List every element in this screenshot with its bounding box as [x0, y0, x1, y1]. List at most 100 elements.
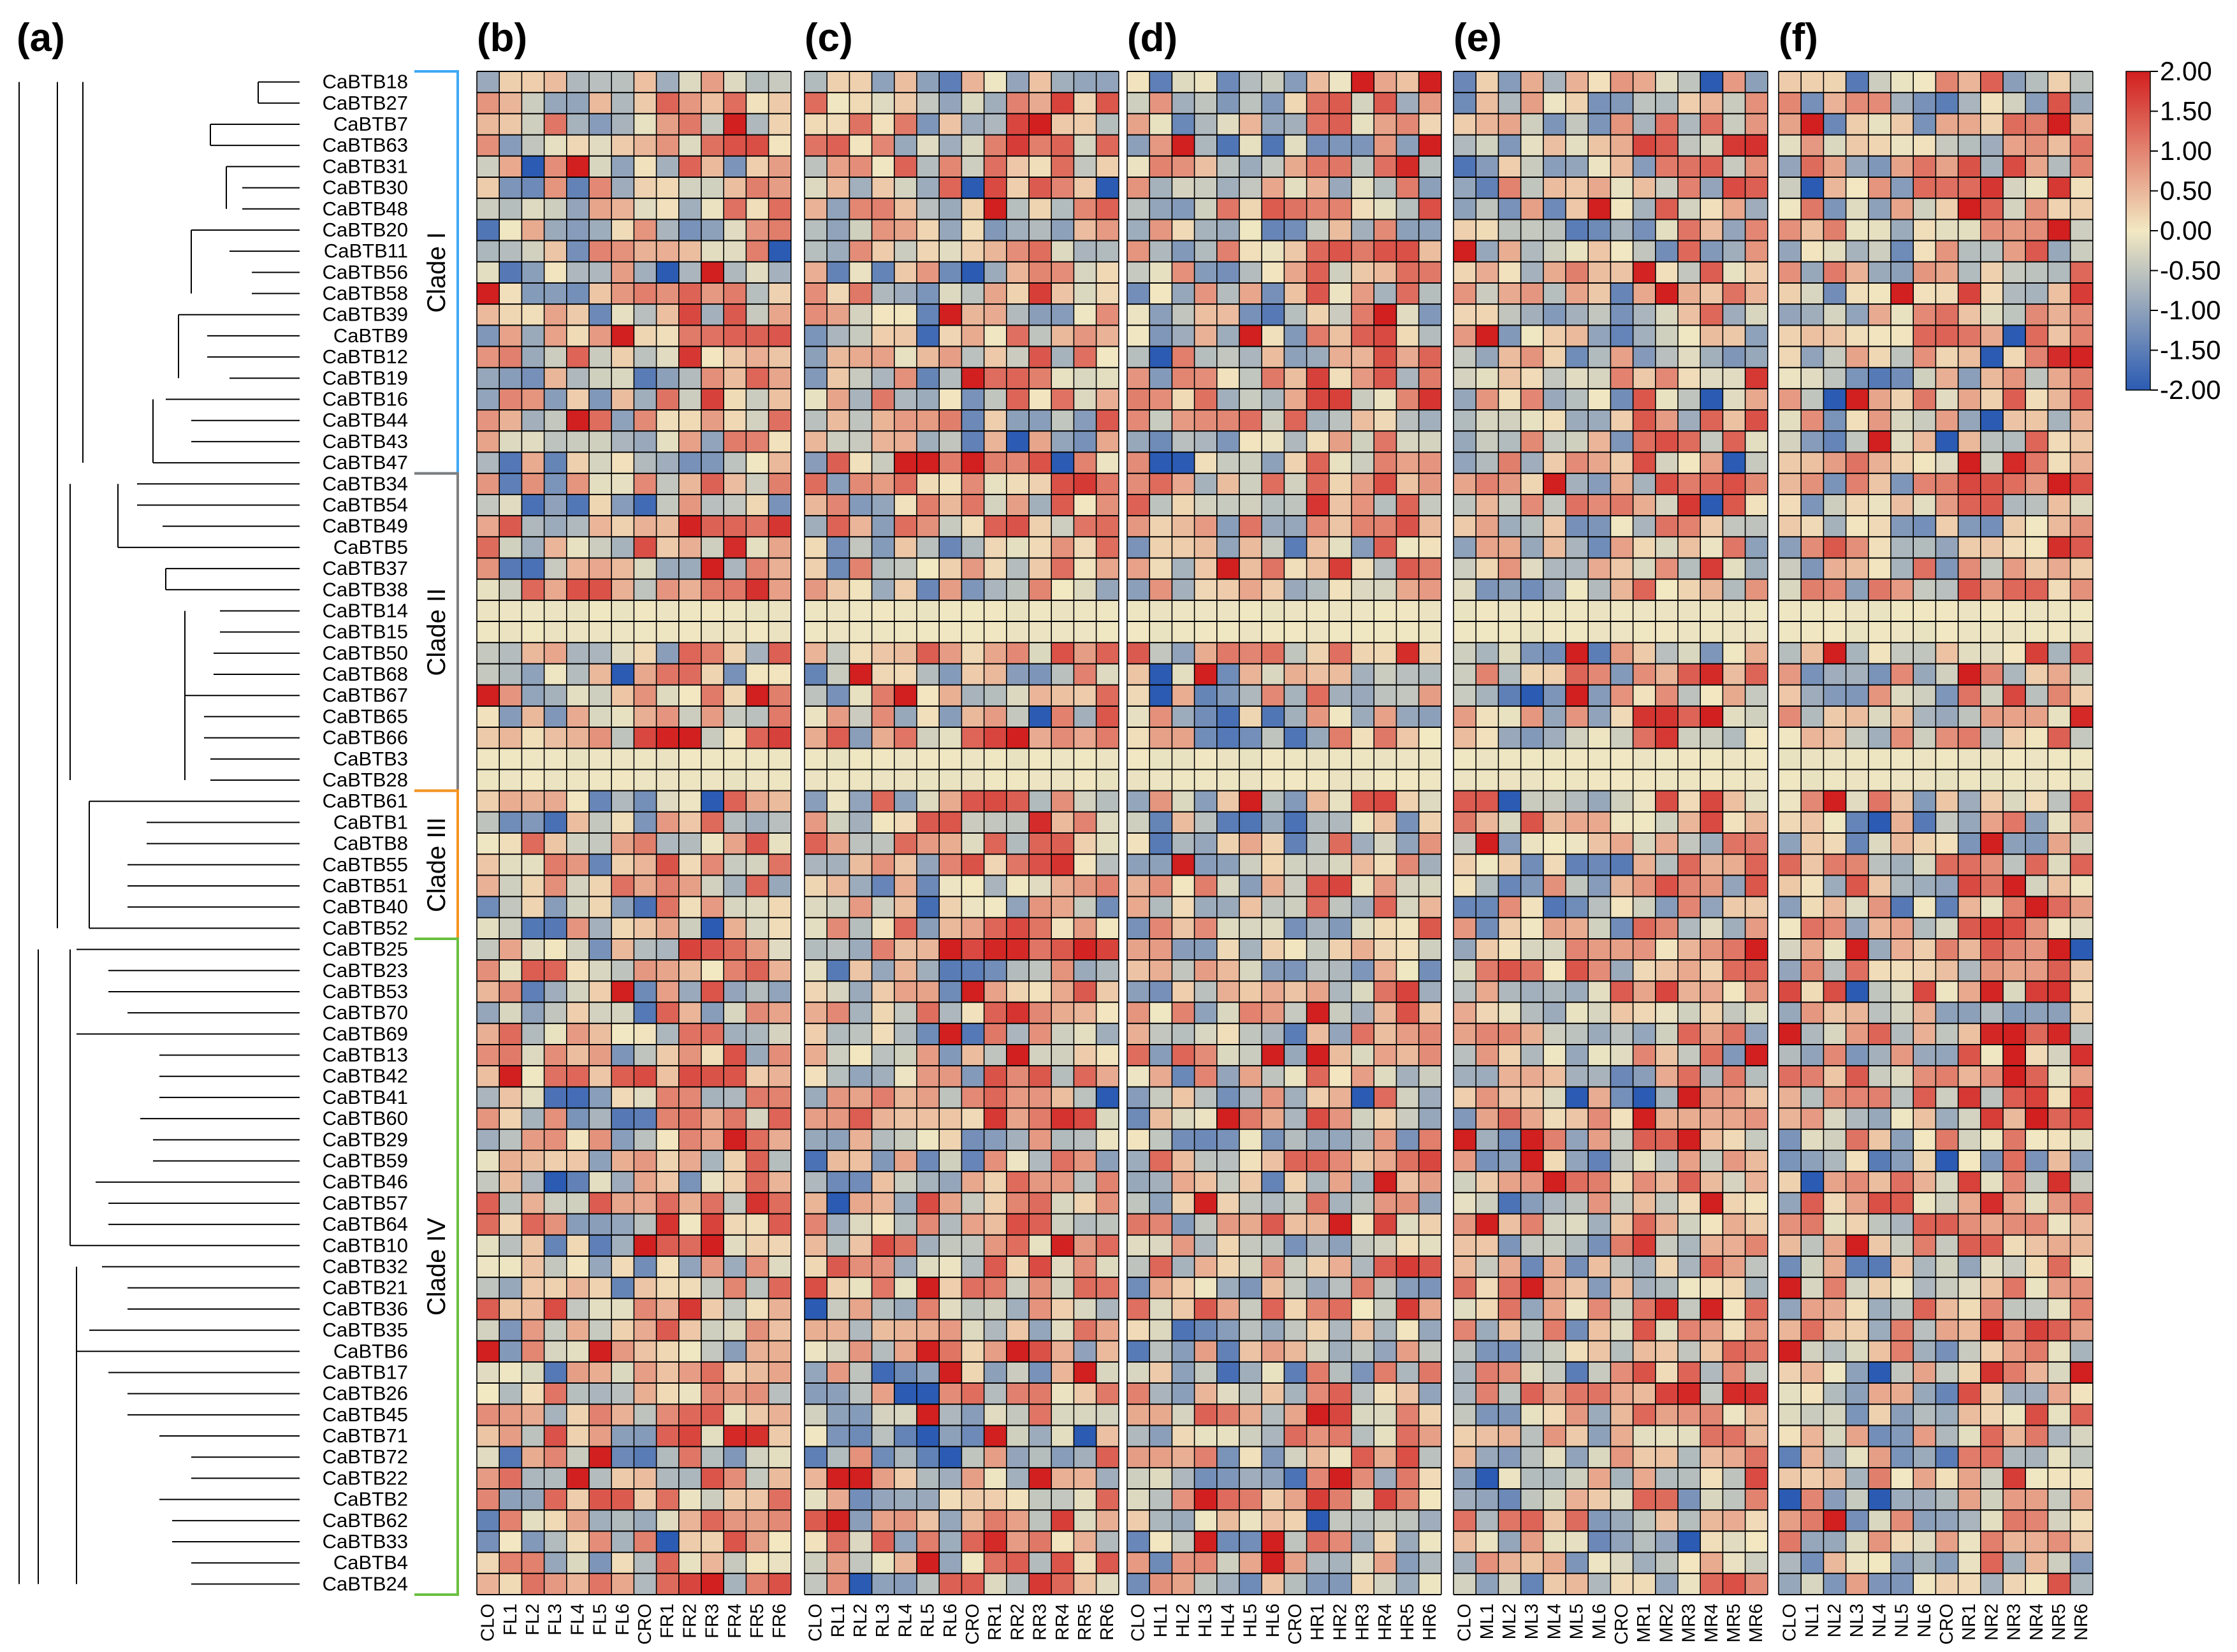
- gene-label: CaBTB32: [323, 1255, 408, 1277]
- heatmap-cell: [1216, 642, 1239, 664]
- heatmap-cell: [1543, 1108, 1566, 1129]
- heatmap-cell: [1655, 685, 1678, 706]
- heatmap-cell: [894, 1446, 917, 1468]
- heatmap-cell: [849, 325, 872, 347]
- heatmap-cell: [768, 537, 791, 558]
- heatmap-cell: [611, 981, 634, 1003]
- heatmap-cell: [656, 1383, 679, 1405]
- heatmap-cell: [724, 579, 747, 600]
- heatmap-cell: [1868, 558, 1891, 579]
- heatmap-cell: [1216, 134, 1239, 156]
- heatmap-cell: [768, 304, 791, 326]
- heatmap-cell: [1633, 748, 1656, 770]
- heatmap-cell: [1216, 1129, 1239, 1150]
- heatmap-cell: [1418, 1108, 1441, 1129]
- heatmap-cell: [917, 1340, 940, 1362]
- heatmap-cell: [827, 558, 850, 579]
- heatmap-cell: [1096, 71, 1119, 93]
- heatmap-cell: [678, 1319, 701, 1341]
- heatmap-cell: [1700, 1446, 1723, 1468]
- heatmap-cell: [566, 1446, 589, 1468]
- heatmap-cell: [544, 1214, 567, 1235]
- heatmap-cell: [1454, 1023, 1476, 1045]
- heatmap-cell: [1284, 156, 1307, 177]
- heatmap-cell: [544, 1383, 567, 1405]
- heatmap-cell: [1262, 642, 1285, 664]
- heatmap-cell: [589, 600, 612, 622]
- heatmap-cell: [939, 537, 962, 558]
- heatmap-cell: [849, 1404, 872, 1426]
- heatmap-cell: [1655, 282, 1678, 305]
- heatmap-cell: [566, 917, 589, 939]
- heatmap-cell: [724, 156, 747, 177]
- heatmap-cell: [1655, 134, 1678, 156]
- heatmap-cell: [1216, 663, 1239, 685]
- heatmap-cell: [1655, 92, 1678, 114]
- heatmap-cell: [1029, 410, 1052, 431]
- heatmap-cell: [917, 494, 940, 516]
- heatmap-cell: [1633, 113, 1656, 135]
- heatmap-cell: [1396, 1340, 1419, 1362]
- heatmap-cell: [1700, 431, 1723, 453]
- heatmap-cell: [678, 516, 701, 537]
- heatmap-cell: [1374, 219, 1397, 241]
- heatmap-cell: [1700, 71, 1723, 93]
- heatmap-cell: [589, 282, 612, 305]
- heatmap-cell: [1868, 473, 1891, 495]
- heatmap-cell: [1454, 1235, 1476, 1256]
- heatmap-cell: [1074, 833, 1097, 855]
- heatmap-cell: [1700, 748, 1723, 770]
- heatmap-cell: [1029, 685, 1052, 706]
- heatmap-cell: [521, 1235, 544, 1256]
- heatmap-cell: [477, 1446, 500, 1468]
- heatmap-cell: [917, 282, 940, 305]
- heatmap-cell: [1306, 325, 1329, 347]
- heatmap-cell: [1980, 156, 2003, 177]
- heatmap-cell: [634, 685, 657, 706]
- heatmap-cell: [1498, 1044, 1521, 1066]
- heatmap-cell: [1655, 1383, 1678, 1405]
- heatmap-cell: [1655, 1150, 1678, 1172]
- heatmap-cell: [1633, 240, 1656, 262]
- heatmap-cell: [1655, 663, 1678, 685]
- heatmap-cell: [678, 1171, 701, 1193]
- heatmap-cell: [2003, 558, 2026, 579]
- heatmap-cell: [1306, 558, 1329, 579]
- heatmap-cell: [827, 1467, 850, 1489]
- heatmap-cell: [1127, 1552, 1150, 1574]
- heatmap-cell: [1633, 325, 1656, 347]
- heatmap-cell: [1029, 240, 1052, 262]
- heatmap-cell: [805, 558, 827, 579]
- heatmap-cell: [1096, 113, 1119, 135]
- heatmap-cell: [1454, 1087, 1476, 1108]
- heatmap-cell: [805, 1361, 827, 1384]
- heatmap-cell: [827, 1235, 850, 1256]
- heatmap-cell: [1051, 1044, 1074, 1066]
- heatmap-cell: [894, 1573, 917, 1595]
- heatmap-cell: [827, 537, 850, 558]
- heatmap-cell: [1127, 938, 1150, 960]
- heatmap-cell: [746, 1383, 769, 1405]
- heatmap-cell: [1633, 769, 1656, 791]
- heatmap-cell: [634, 113, 657, 135]
- heatmap-cell: [746, 410, 769, 431]
- heatmap-cell: [611, 92, 634, 114]
- heatmap-cell: [611, 71, 634, 93]
- heatmap-cell: [1239, 1510, 1262, 1532]
- heatmap-cell: [1029, 790, 1052, 812]
- heatmap-cell: [678, 1467, 701, 1489]
- heatmap-cell: [1543, 1340, 1566, 1362]
- heatmap-cell: [1891, 431, 1914, 453]
- heatmap-cell: [1194, 917, 1217, 939]
- heatmap-cell: [701, 410, 724, 431]
- heatmap-cell: [634, 1171, 657, 1193]
- heatmap-cell: [1306, 431, 1329, 453]
- heatmap-cell: [1396, 346, 1419, 368]
- heatmap-cell: [2003, 282, 2026, 305]
- heatmap-cell: [477, 156, 500, 177]
- heatmap-cell: [917, 346, 940, 368]
- heatmap-cell: [544, 282, 567, 305]
- heatmap-cell: [1980, 452, 2003, 474]
- heatmap-cell: [1520, 1383, 1543, 1405]
- heatmap-cell: [544, 1171, 567, 1193]
